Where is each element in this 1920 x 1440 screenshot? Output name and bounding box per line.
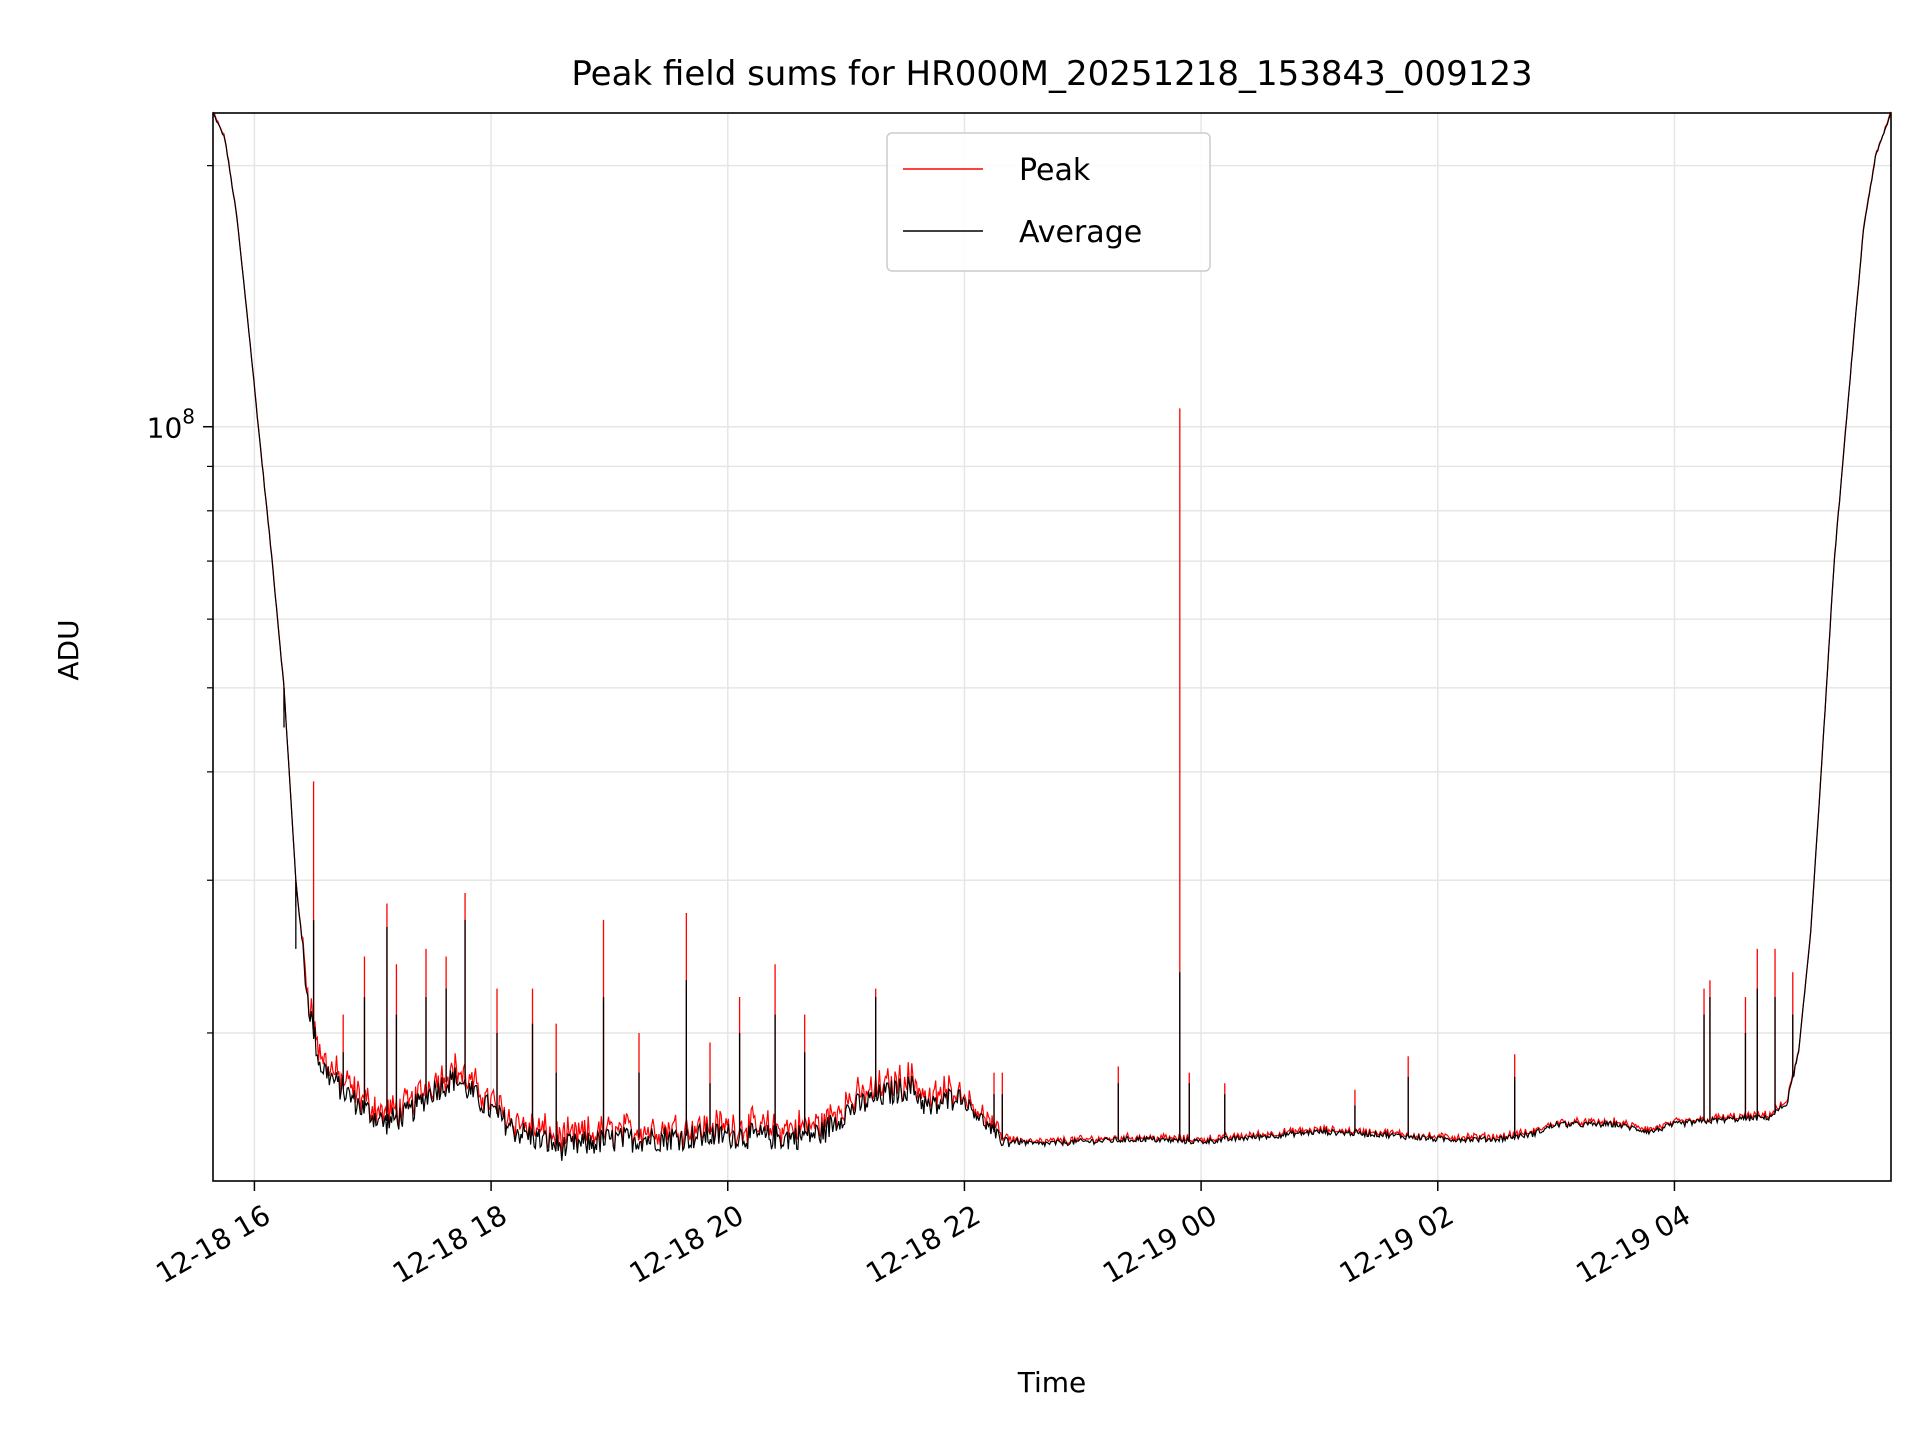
plot-frame [212, 112, 1892, 1182]
y-axis-label: ADU [52, 619, 85, 680]
legend-box [886, 132, 1211, 272]
legend-label-average: Average [1019, 215, 1142, 250]
peak-line [212, 111, 1892, 1156]
chart-title: Peak field sums for HR000M_20251218_1538… [571, 54, 1532, 94]
average-line [212, 112, 1892, 1161]
y-tick-label: 108 [147, 405, 195, 445]
legend-label-peak: Peak [1019, 153, 1091, 188]
legend: Peak Average [886, 132, 1211, 272]
y-axis-ticks: 108 [147, 165, 213, 1034]
series-average [212, 112, 1892, 1161]
grid-lines [213, 113, 1891, 1181]
x-axis-label: Time [1017, 1366, 1087, 1399]
